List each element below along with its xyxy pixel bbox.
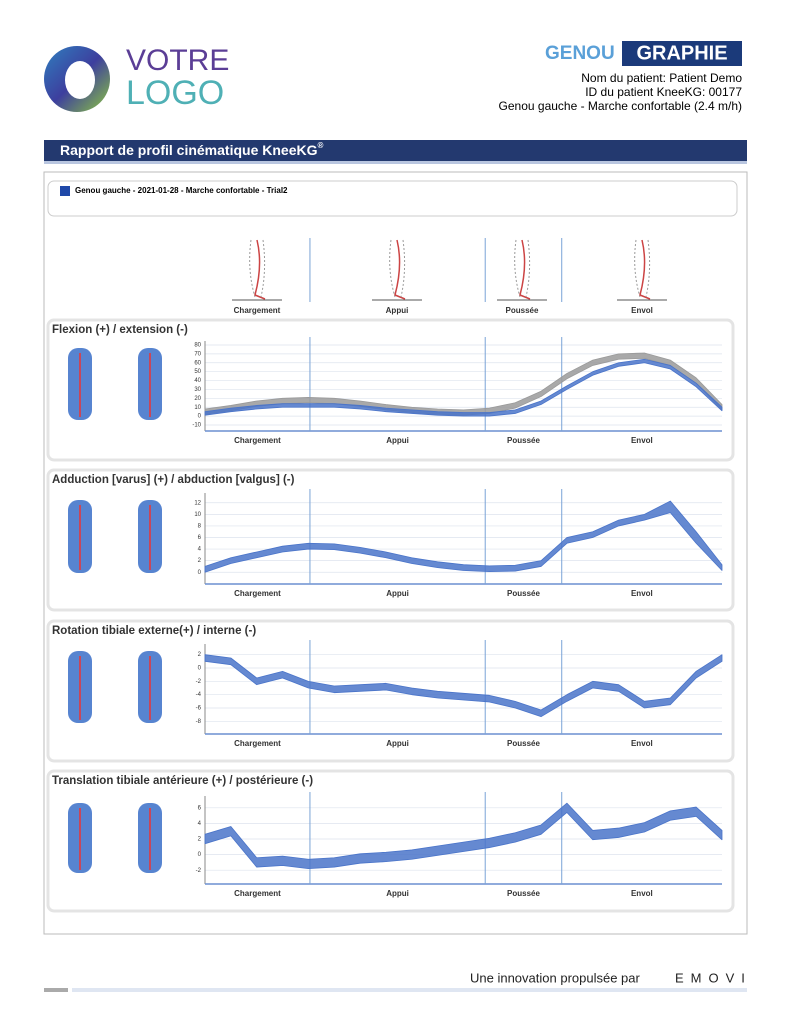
x-category: Appui [386, 589, 409, 598]
y-tick-label: 60 [194, 360, 201, 366]
title-underline [44, 161, 747, 164]
band [204, 654, 723, 718]
y-tick-label: 4 [198, 821, 202, 827]
y-tick-label: -10 [192, 423, 201, 429]
x-category: Poussée [507, 436, 540, 445]
y-tick-label: 70 [194, 351, 201, 357]
x-category: Poussée [507, 739, 540, 748]
y-tick-label: 2 [198, 652, 202, 658]
y-tick-label: 80 [194, 343, 201, 349]
footer-brand: EMOVI [675, 970, 752, 985]
brand-right: GRAPHIE [636, 42, 727, 64]
footer-bar [72, 988, 747, 992]
chart-title: Flexion (+) / extension (-) [52, 324, 188, 336]
x-category: Poussée [507, 889, 540, 898]
y-tick-label: 0 [198, 414, 202, 420]
y-tick-label: 10 [194, 405, 201, 411]
y-tick-label: 2 [198, 558, 202, 564]
y-tick-label: 6 [198, 805, 202, 811]
x-category: Chargement [234, 436, 281, 445]
patient-name: Nom du patient: Patient Demo [581, 71, 742, 85]
y-tick-label: 0 [198, 666, 202, 672]
x-category: Chargement [234, 589, 281, 598]
y-tick-label: 6 [198, 535, 202, 541]
y-tick-label: 4 [198, 547, 202, 553]
y-tick-label: 20 [194, 396, 201, 402]
y-tick-label: 0 [198, 852, 202, 858]
x-category: Chargement [234, 889, 281, 898]
logo-bottom: LOGO [126, 74, 224, 112]
y-tick-label: -2 [196, 679, 202, 685]
logo: VOTRE LOGO [44, 44, 229, 112]
x-category: Envol [631, 739, 653, 748]
leg-figure [639, 239, 651, 300]
phase-label: Chargement [234, 306, 281, 315]
y-tick-label: 10 [194, 512, 201, 518]
report-title-text: Rapport de profil cinématique KneeKG [60, 142, 318, 158]
tagline: Une innovation propulsée par [470, 970, 641, 985]
x-category: Appui [386, 889, 409, 898]
panel [46, 769, 735, 913]
y-tick-label: -6 [196, 706, 202, 712]
band [204, 500, 723, 573]
y-tick-label: -8 [196, 719, 202, 725]
y-tick-label: -4 [196, 692, 202, 698]
x-category: Appui [386, 436, 409, 445]
chart-title: Translation tibiale antérieure (+) / pos… [52, 775, 313, 787]
title-bar [44, 140, 747, 161]
legend-box [47, 180, 738, 217]
leg-outline [514, 239, 531, 298]
chart-title: Adduction [varus] (+) / abduction [valgu… [52, 474, 295, 486]
leg-figure [254, 239, 266, 300]
leg-outline [389, 239, 406, 298]
y-tick-label: 2 [198, 837, 202, 843]
legend-swatch [60, 186, 70, 196]
leg-outline [634, 239, 651, 298]
legend-text: Genou gauche - 2021-01-28 - Marche confo… [75, 186, 288, 195]
band [204, 358, 723, 417]
y-tick-label: 0 [198, 570, 202, 576]
y-tick-label: 8 [198, 524, 202, 530]
patient-id: ID du patient KneeKG: 00177 [585, 85, 742, 99]
phase-label: Envol [631, 306, 653, 315]
chart-title: Rotation tibiale externe(+) / interne (-… [52, 625, 256, 637]
x-category: Envol [631, 889, 653, 898]
x-category: Envol [631, 436, 653, 445]
phase-label: Poussée [506, 306, 539, 315]
condition: Genou gauche - Marche confortable (2.4 m… [499, 99, 742, 113]
leg-figure [394, 239, 406, 300]
panel [46, 619, 735, 763]
x-category: Chargement [234, 739, 281, 748]
phase-label: Appui [386, 306, 409, 315]
logo-top: VOTRE [126, 44, 229, 77]
panel [46, 318, 735, 462]
x-category: Envol [631, 589, 653, 598]
y-tick-label: 30 [194, 387, 201, 393]
brand-left: GENOU [545, 43, 615, 64]
x-category: Appui [386, 739, 409, 748]
report-title-mark: ® [317, 141, 323, 150]
y-tick-label: 12 [194, 500, 201, 506]
y-tick-label: 40 [194, 378, 201, 384]
report-title: Rapport de profil cinématique KneeKG® [60, 141, 323, 158]
frame [43, 171, 748, 935]
x-category: Poussée [507, 589, 540, 598]
panel [46, 468, 735, 612]
y-tick-label: 50 [194, 369, 201, 375]
band [204, 802, 723, 870]
y-tick-label: -2 [196, 868, 202, 874]
footer-bar-left [44, 988, 68, 992]
brand-box [622, 41, 742, 66]
leg-outline [249, 239, 266, 298]
leg-figure [519, 239, 531, 300]
